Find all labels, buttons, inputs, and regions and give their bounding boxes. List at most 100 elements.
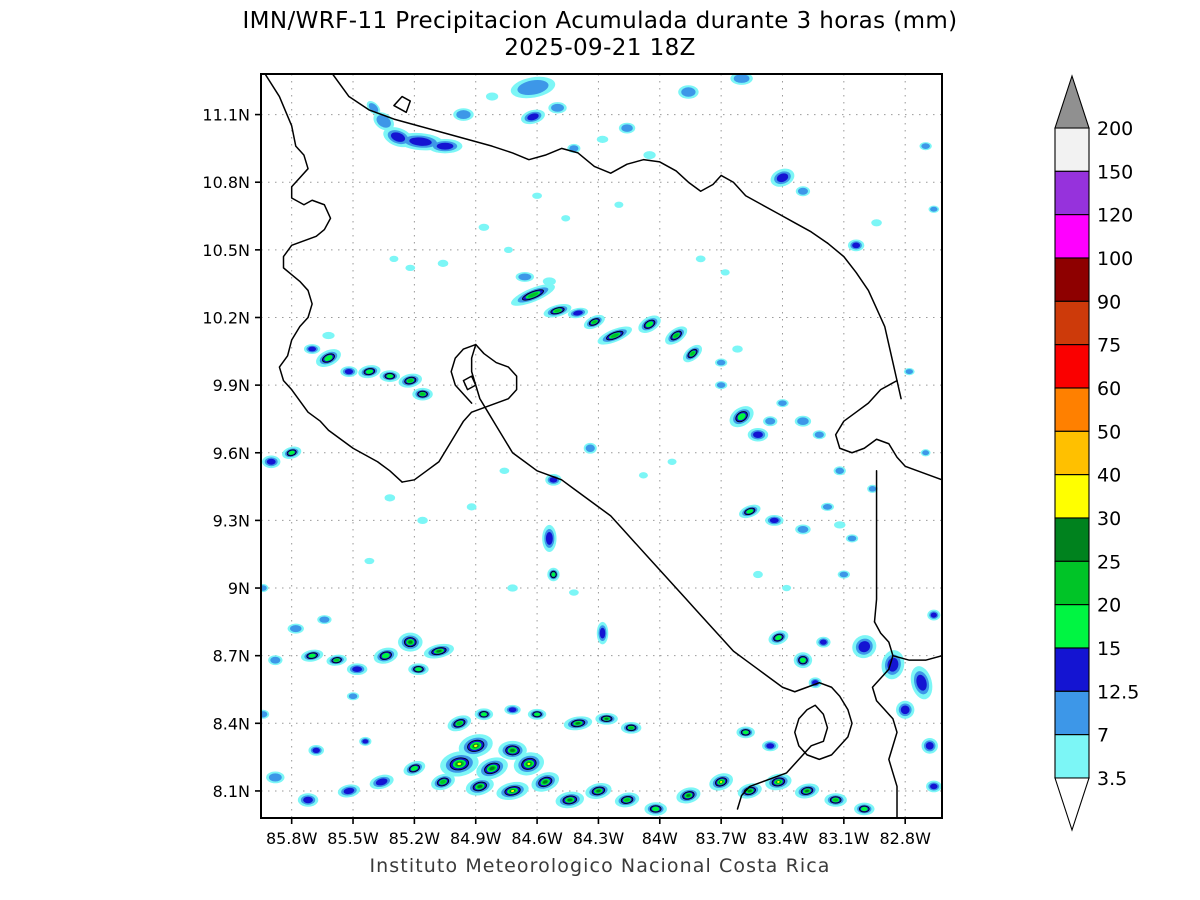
precip-contour-band [834, 521, 846, 529]
colorbar-band[interactable] [1054, 734, 1090, 779]
precip-contour-band [686, 794, 691, 797]
precip-contour-band [868, 486, 877, 492]
precip-contour-line [306, 652, 318, 660]
x-tick-label: 83.1W [818, 829, 870, 848]
precip-contour-band [510, 748, 515, 752]
precip-contour-band [732, 345, 743, 353]
colorbar-band[interactable] [1054, 474, 1090, 519]
colorbar-tick-label: 20 [1097, 595, 1121, 617]
x-tick-label: 85.5W [327, 829, 379, 848]
precip-contour-band [797, 187, 808, 195]
x-tick-label: 85.8W [266, 829, 318, 848]
colorbar[interactable]: 200 150 120 100 90 75 60 50 40 30 25 20 15 12.5 7 3.5 [1054, 74, 1139, 832]
precip-contour-band [352, 666, 363, 673]
precip-contour-band [288, 450, 295, 455]
precip-contour-band [290, 625, 302, 633]
colorbar-band[interactable] [1054, 300, 1090, 346]
precip-contour-band [573, 310, 583, 316]
precip-contour-band [614, 201, 624, 208]
precip-contour-line [800, 786, 814, 795]
precip-contour-band [532, 192, 542, 199]
colorbar-band[interactable] [1054, 170, 1090, 216]
precip-contour-band [527, 762, 531, 766]
precip-contour-band [551, 572, 556, 577]
precip-contour-line [331, 657, 342, 664]
precip-contour-band [737, 413, 746, 421]
precip-contour-band [835, 467, 845, 474]
precip-contour-band [858, 641, 871, 653]
colorbar-band[interactable] [1054, 214, 1090, 259]
precip-contour-band [621, 124, 633, 132]
precip-contour-band [753, 431, 763, 438]
x-tick-label: 82.8W [879, 829, 931, 848]
colorbar-extend-min[interactable] [1054, 777, 1090, 832]
colorbar-band[interactable] [1054, 387, 1090, 432]
precip-contour-band [384, 494, 396, 502]
precip-contour-band [777, 780, 780, 783]
colorbar-band[interactable] [1054, 560, 1090, 606]
precip-contour-band [270, 656, 281, 664]
colorbar-tick-label: 15 [1097, 638, 1121, 660]
colorbar-band[interactable] [1054, 127, 1090, 172]
precip-contour-band [518, 273, 532, 281]
colorbar-tick-label: 100 [1097, 248, 1133, 270]
precip-contour-band [695, 255, 706, 263]
precip-contour-line [687, 348, 698, 359]
colorbar-band[interactable] [1054, 604, 1090, 649]
precip-contour-band [542, 277, 556, 286]
precip-contour-band [503, 246, 513, 254]
precip-contour-band [407, 378, 414, 383]
precip-contour-band [480, 712, 488, 717]
colorbar-tick-label: 7 [1097, 725, 1109, 747]
precip-contour-band [720, 269, 730, 276]
colorbar-band[interactable] [1054, 430, 1090, 476]
colorbar-band[interactable] [1054, 517, 1090, 562]
precip-contour-band [716, 359, 726, 366]
precip-contour-band [440, 779, 446, 784]
precip-contour-band [420, 392, 426, 396]
precip-contour-band [814, 431, 824, 438]
colorbar-extend-max[interactable] [1054, 74, 1090, 129]
precip-contour-band [474, 744, 478, 748]
y-tick-label: 9.3N [213, 511, 250, 530]
precip-contour-band [375, 778, 388, 786]
precip-contour-line [522, 289, 544, 301]
precip-contour-band [797, 417, 809, 425]
precip-contour-band [508, 707, 517, 713]
y-tick-label: 9.9N [213, 376, 250, 395]
colorbar-tick-label: 150 [1097, 161, 1133, 183]
precip-contour-band [596, 789, 601, 793]
precip-contour-line [600, 715, 613, 723]
precip-contour-band [517, 80, 549, 96]
precip-contour-band [308, 346, 317, 352]
precip-contour-band [409, 137, 432, 146]
colorbar-tick-label: 50 [1097, 421, 1121, 443]
y-tick-label: 9N [228, 579, 250, 598]
colorbar-band[interactable] [1054, 690, 1090, 736]
precip-contour-band [545, 531, 553, 545]
precip-contour-band [408, 640, 413, 644]
precip-contour-line [562, 795, 578, 805]
precip-contour-band [667, 458, 677, 465]
institution-caption: Instituto Meteorologico Nacional Costa R… [369, 855, 831, 877]
precip-contour-band [561, 215, 571, 222]
precip-contour-line [670, 330, 682, 341]
precip-contour-line [620, 795, 634, 804]
x-tick-label: 84W [642, 829, 678, 848]
precip-contour-band [921, 143, 930, 149]
precip-contour-band [266, 458, 276, 465]
colorbar-band[interactable] [1054, 647, 1090, 692]
precip-contour-band [417, 516, 428, 525]
precip-contour-line [484, 762, 501, 775]
colorbar-band[interactable] [1054, 344, 1090, 389]
colorbar-band[interactable] [1054, 257, 1090, 302]
precip-contour-band [925, 742, 934, 750]
precip-contour-band [716, 382, 726, 388]
x-tick-label: 85.2W [389, 829, 441, 848]
x-tick-label: 84.3W [573, 829, 625, 848]
precip-contour-line [538, 776, 553, 788]
precip-contour-band [860, 806, 868, 812]
x-tick-label: 84.6W [511, 829, 563, 848]
precip-contour-band [747, 789, 752, 793]
